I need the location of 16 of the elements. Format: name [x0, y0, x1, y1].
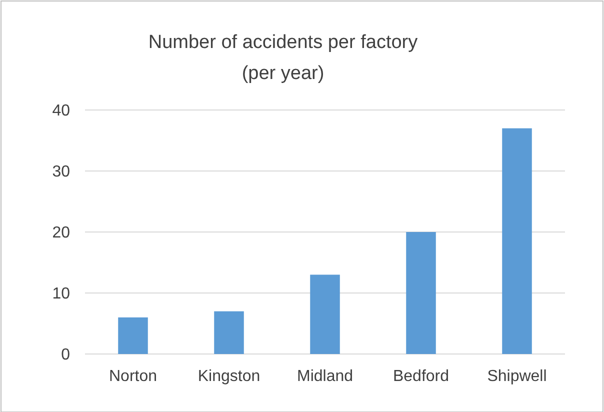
bar: [118, 317, 148, 354]
x-tick-label: Bedford: [392, 368, 450, 385]
y-tick-label: 10: [52, 286, 70, 303]
x-tick-label: Shipwell: [487, 368, 547, 385]
bar: [502, 128, 532, 354]
x-tick-label: Midland: [296, 368, 354, 385]
x-tick-label: Norton: [108, 368, 158, 385]
bar: [310, 274, 340, 354]
y-tick-label: 0: [61, 346, 70, 364]
y-tick-label: 40: [52, 102, 70, 120]
y-tick-label: 20: [52, 224, 70, 242]
bar: [214, 311, 244, 354]
x-tick-label: Kingston: [198, 368, 260, 385]
bar: [406, 232, 436, 354]
y-tick-label: 30: [52, 164, 70, 181]
chart-title: Number of accidents per factory (per year): [148, 32, 418, 84]
